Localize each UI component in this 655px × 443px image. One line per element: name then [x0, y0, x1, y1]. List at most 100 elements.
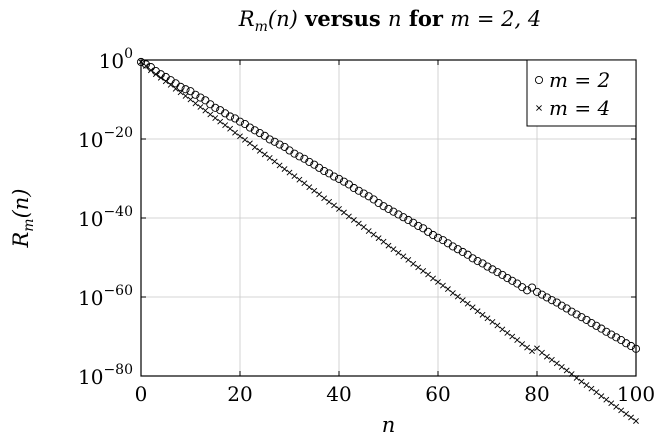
data-point-cross — [558, 363, 565, 370]
y-tick-label: 10−40 — [78, 204, 133, 231]
y-tick-label: 10−20 — [78, 125, 133, 152]
data-point-cross — [212, 115, 219, 121]
data-point-cross — [182, 93, 189, 99]
title-versus: versus — [297, 6, 388, 31]
data-point-circle — [255, 129, 264, 138]
legend-marker-circle — [534, 75, 544, 85]
legend: m = 2 m = 4 — [526, 59, 637, 127]
chart-title: Rm(n) versus n for m = 2, 4 — [140, 6, 640, 35]
data-point-cross — [242, 136, 248, 143]
data-point-circle — [473, 257, 482, 266]
data-point-cross — [360, 224, 367, 231]
data-point-cross — [350, 217, 357, 223]
data-point-circle — [567, 307, 576, 316]
data-point-cross — [479, 311, 486, 318]
data-point-cross — [162, 78, 169, 85]
data-point-circle — [320, 166, 329, 176]
data-point-circle — [532, 287, 542, 296]
data-point-cross — [534, 345, 540, 352]
data-point-cross — [449, 290, 456, 296]
data-point-cross — [608, 400, 615, 407]
legend-box — [526, 59, 637, 127]
data-point-circle — [181, 85, 190, 94]
y-tick-label: 10−80 — [78, 362, 133, 389]
data-point-circle — [523, 286, 532, 295]
data-point-circle — [211, 103, 220, 112]
data-point-cross — [464, 300, 471, 307]
data-point-cross — [420, 268, 427, 274]
x-tick-label: 0 — [135, 382, 148, 406]
data-point-circle — [607, 330, 616, 339]
data-point-cross — [489, 318, 496, 325]
data-point-circle — [547, 296, 556, 305]
data-point-cross — [251, 144, 258, 151]
data-point-cross — [202, 107, 209, 114]
data-point-cross — [237, 133, 243, 140]
data-point-cross — [578, 378, 585, 385]
data-point-cross — [405, 256, 412, 263]
data-point-cross — [529, 348, 535, 355]
data-point-cross — [341, 209, 347, 216]
data-point-circle — [305, 157, 314, 166]
data-point-circle — [503, 273, 512, 283]
y-tick-label: 10−60 — [78, 283, 133, 310]
data-point-cross — [321, 195, 328, 202]
data-point-cross — [509, 333, 516, 340]
data-point-cross — [494, 322, 501, 329]
data-point-cross — [232, 129, 238, 136]
data-point-circle — [235, 117, 245, 126]
data-point-cross — [390, 246, 397, 253]
data-point-cross — [519, 341, 526, 347]
data-point-cross — [296, 176, 303, 183]
data-point-cross — [435, 279, 441, 285]
data-point-circle — [275, 140, 284, 149]
data-point-circle — [265, 135, 274, 144]
y-label-r: R — [9, 232, 33, 249]
data-point-cross — [459, 297, 466, 304]
y-label-m: m — [21, 218, 37, 231]
data-point-cross — [588, 385, 595, 392]
data-point-cross — [217, 118, 224, 125]
data-point-circle — [572, 310, 581, 319]
data-point-cross — [385, 242, 392, 249]
data-point-cross — [539, 349, 545, 356]
data-point-circle — [557, 301, 566, 310]
data-point-circle — [622, 339, 631, 348]
title-r: R — [238, 7, 255, 31]
data-point-circle — [428, 230, 438, 240]
legend-marker-cross — [536, 105, 542, 111]
data-point-circle — [329, 172, 339, 181]
data-point-circle — [453, 245, 462, 254]
x-axis-label: n — [382, 413, 396, 437]
legend-label: m = 4 — [549, 96, 610, 120]
data-marks — [136, 57, 641, 424]
x-tick-label: 60 — [425, 382, 450, 406]
data-point-cross — [167, 81, 174, 88]
legend-label: m = 2 — [549, 68, 610, 92]
y-tick-exponent: −20 — [103, 125, 133, 141]
y-tick-exponent: −60 — [103, 283, 133, 299]
data-point-cross — [583, 382, 590, 389]
data-point-cross — [415, 264, 422, 271]
data-point-circle — [399, 213, 408, 222]
y-tick-base: 10 — [78, 286, 103, 310]
data-point-cross — [499, 326, 506, 333]
data-point-cross — [172, 85, 179, 92]
data-point-cross — [444, 286, 451, 293]
data-point-cross — [425, 271, 432, 278]
data-point-cross — [563, 367, 570, 374]
data-point-cross — [286, 169, 293, 176]
data-point-cross — [618, 407, 625, 414]
data-point-cross — [336, 205, 342, 212]
data-point-cross — [266, 155, 273, 161]
data-point-cross — [281, 166, 288, 172]
y-tick-base: 10 — [78, 128, 103, 152]
x-tick-label: 100 — [617, 382, 655, 406]
data-point-circle — [433, 233, 443, 242]
data-point-circle — [290, 149, 299, 158]
data-point-circle — [577, 313, 586, 322]
data-point-cross — [152, 71, 159, 78]
data-point-cross — [410, 260, 417, 267]
